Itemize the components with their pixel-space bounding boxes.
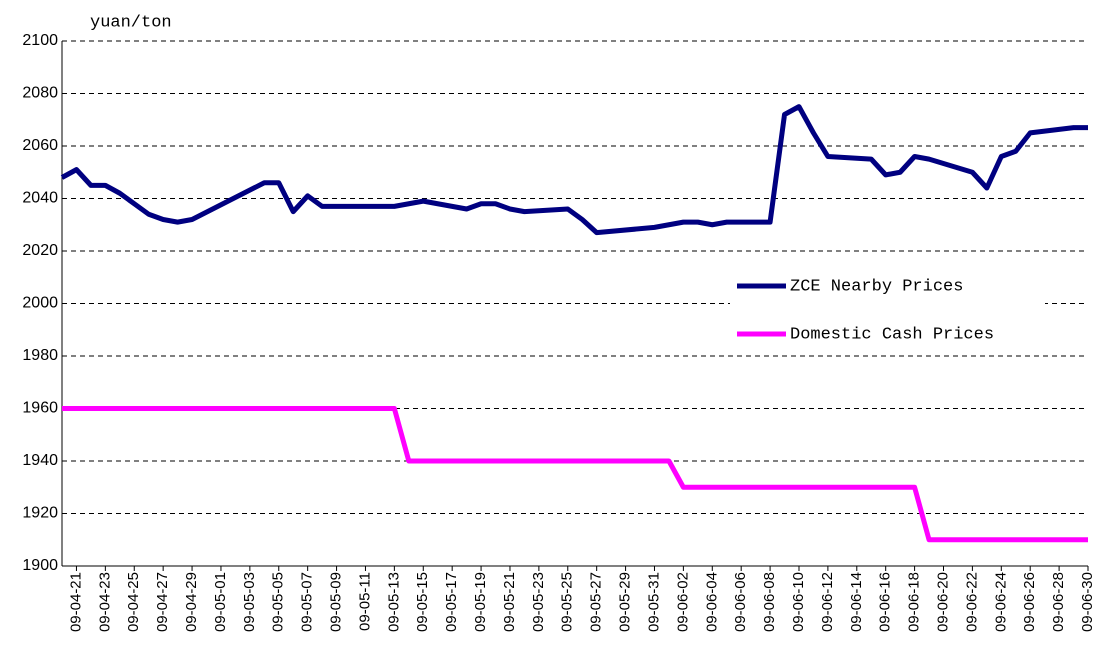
y-tick-label: 2000 [22, 295, 58, 312]
x-tick-label: 09-04-25 [125, 572, 142, 632]
x-tick-label: 09-06-10 [790, 572, 807, 632]
x-tick-label: 09-06-30 [1079, 572, 1095, 632]
legend-background [730, 266, 1045, 354]
legend-label: ZCE Nearby Prices [790, 277, 963, 296]
x-tick-label: 09-05-19 [472, 572, 489, 632]
x-tick-label: 09-06-04 [703, 572, 720, 632]
x-tick-label: 09-05-17 [443, 572, 460, 632]
x-tick-label: 09-05-07 [299, 572, 316, 632]
x-tick-label: 09-04-29 [183, 572, 200, 632]
line-series [62, 406, 1088, 543]
y-tick-label: 2060 [22, 137, 58, 154]
y-tick-label: 1960 [22, 400, 58, 417]
y-tick-label: 2080 [22, 85, 58, 102]
x-tick-label: 09-05-03 [241, 572, 258, 632]
x-tick-label: 09-06-08 [761, 572, 778, 632]
x-tick-label: 09-06-24 [992, 572, 1009, 632]
x-tick-label: 09-05-23 [530, 572, 547, 632]
y-tick-label: 2100 [22, 32, 58, 49]
y-tick-label: 1980 [22, 347, 58, 364]
x-tick-label: 09-06-28 [1050, 572, 1067, 632]
x-tick-label: 09-05-27 [588, 572, 605, 632]
x-tick-label: 09-05-11 [356, 572, 373, 631]
y-tick-label: 1940 [22, 452, 58, 469]
y-tick-label: 1920 [22, 505, 58, 522]
x-tick-label: 09-04-23 [96, 572, 113, 632]
x-tick-label: 09-06-12 [819, 572, 836, 632]
x-tick-label: 09-05-01 [212, 572, 229, 632]
y-tick-label: 2020 [22, 242, 58, 259]
x-tick-label: 09-06-06 [732, 572, 749, 632]
x-tick-label: 09-05-25 [559, 572, 576, 632]
x-tick-label: 09-05-15 [414, 572, 431, 632]
x-tick-label: 09-05-21 [501, 572, 518, 632]
x-tick-label: 09-05-09 [328, 572, 345, 632]
line-series [60, 104, 1088, 236]
x-tick-label: 09-06-22 [963, 572, 980, 632]
y-axis-title: yuan/ton [90, 13, 172, 32]
y-tick-label: 1900 [22, 557, 58, 574]
y-tick-label: 2040 [22, 190, 58, 207]
x-tick-label: 09-06-26 [1021, 572, 1038, 632]
x-tick-label: 09-04-27 [154, 572, 171, 632]
x-tick-label: 09-06-18 [906, 572, 923, 632]
legend-label: Domestic Cash Prices [790, 325, 994, 344]
x-tick-label: 09-06-16 [877, 572, 894, 632]
x-tick-label: 09-06-14 [848, 572, 865, 632]
x-tick-label: 09-04-21 [67, 572, 84, 632]
x-tick-label: 09-06-02 [674, 572, 691, 632]
x-tick-label: 09-05-31 [645, 572, 662, 632]
x-tick-label: 09-05-05 [270, 572, 287, 632]
x-tick-label: 09-05-13 [385, 572, 402, 632]
x-tick-label: 09-06-20 [934, 572, 951, 632]
x-tick-label: 09-05-29 [617, 572, 634, 632]
